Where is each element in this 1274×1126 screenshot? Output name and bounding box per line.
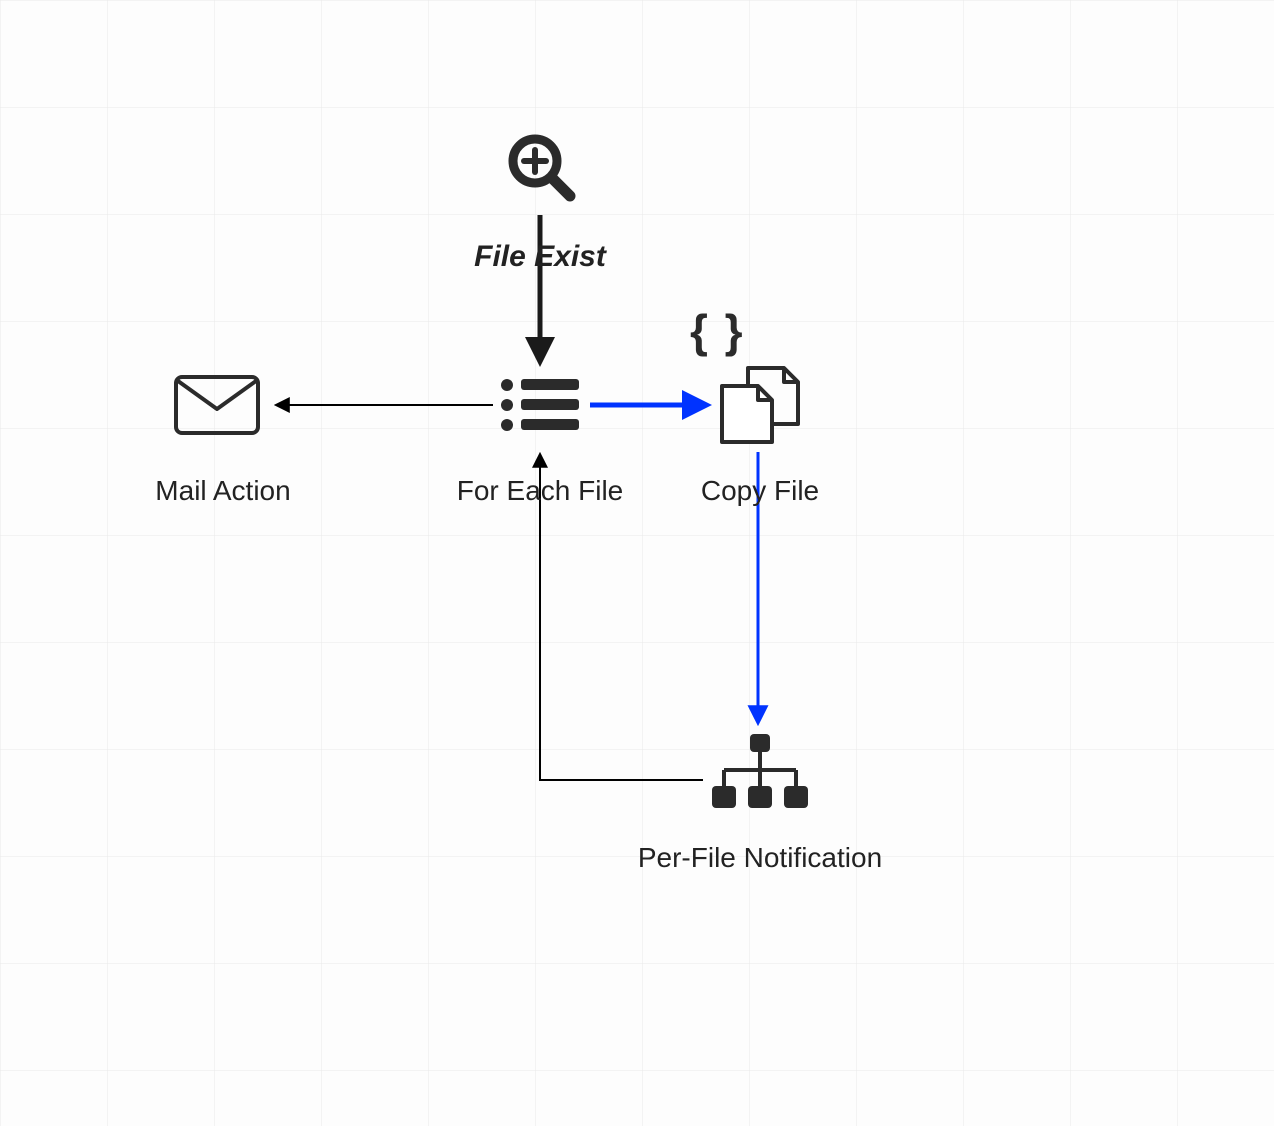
per-file-notification-label: Per-File Notification bbox=[638, 842, 882, 873]
envelope-icon bbox=[172, 373, 262, 437]
mail-action-label: Mail Action bbox=[155, 475, 290, 506]
diagram-canvas: File Exist For Each File { } Copy File bbox=[0, 0, 1274, 1126]
node-for-each-file[interactable] bbox=[497, 373, 583, 437]
node-mail-action-label-wrap: Mail Action bbox=[123, 475, 323, 507]
zoom-in-icon bbox=[502, 128, 582, 208]
node-copy-file-label-wrap: Copy File bbox=[690, 475, 830, 507]
node-per-file-notification[interactable] bbox=[710, 730, 810, 814]
copy-file-label: Copy File bbox=[701, 475, 819, 506]
copy-file-icon bbox=[714, 362, 804, 448]
node-mail-action[interactable] bbox=[172, 373, 262, 437]
hierarchy-icon bbox=[710, 730, 810, 814]
node-file-exist[interactable] bbox=[502, 128, 582, 208]
file-exist-label: File Exist bbox=[474, 240, 606, 273]
node-file-exist-label-wrap: File Exist bbox=[440, 240, 640, 274]
node-for-each-file-label-wrap: For Each File bbox=[440, 475, 640, 507]
node-per-file-notification-label-wrap: Per-File Notification bbox=[600, 842, 920, 874]
braces-decorator: { } bbox=[690, 304, 745, 358]
for-each-file-label: For Each File bbox=[457, 475, 624, 506]
list-bullets-icon bbox=[497, 373, 583, 437]
edges-layer bbox=[0, 0, 1274, 1126]
node-copy-file[interactable] bbox=[714, 362, 804, 448]
